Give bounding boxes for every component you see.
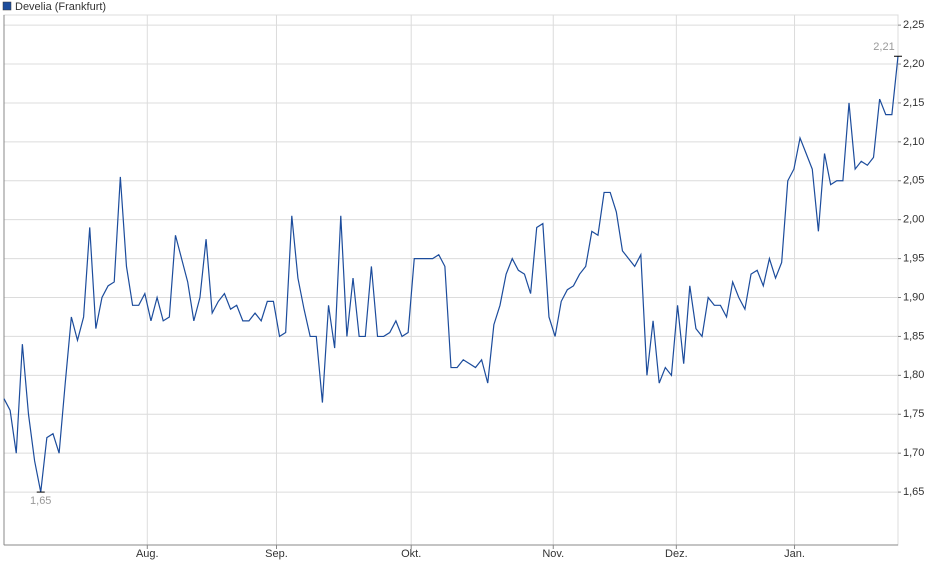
y-tick-label: 1,70 <box>903 447 924 459</box>
y-tick-label: 2,05 <box>903 175 924 187</box>
x-tick-label: Dez. <box>665 548 688 560</box>
y-tick-label: 1,95 <box>903 253 924 265</box>
price-line <box>3 56 899 493</box>
y-tick-label: 1,80 <box>903 369 924 381</box>
y-tick-label: 2,00 <box>903 214 924 226</box>
y-tick-label: 2,10 <box>903 136 924 148</box>
y-tick-label: 1,85 <box>903 330 924 342</box>
annotation-label: 2,21 <box>873 41 894 53</box>
y-tick-label: 2,20 <box>903 58 924 70</box>
annotation-label: 1,65 <box>30 495 51 507</box>
plot-background <box>3 14 899 546</box>
x-tick-label: Nov. <box>542 548 564 560</box>
y-tick-label: 2,15 <box>903 97 924 109</box>
legend-swatch <box>2 1 12 11</box>
y-tick-label: 1,75 <box>903 408 924 420</box>
legend-label: Develia (Frankfurt) <box>15 1 106 13</box>
y-tick-label: 1,90 <box>903 291 924 303</box>
x-tick-label: Sep. <box>265 548 288 560</box>
y-tick-label: 2,25 <box>903 19 924 31</box>
y-tick-label: 1,65 <box>903 486 924 498</box>
x-tick-label: Okt. <box>401 548 421 560</box>
x-tick-label: Jan. <box>784 548 805 560</box>
x-tick-label: Aug. <box>136 548 159 560</box>
